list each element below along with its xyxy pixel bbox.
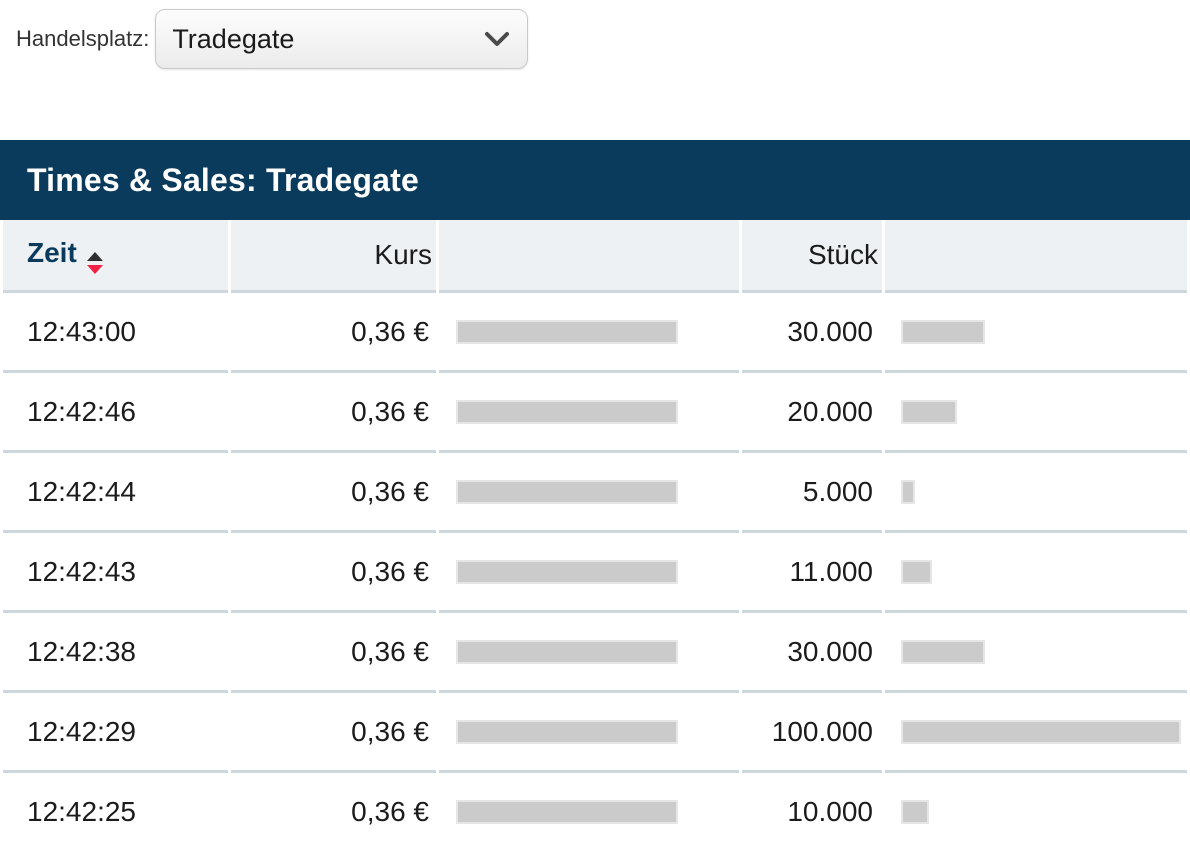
handelsplatz-label: Handelsplatz: xyxy=(16,26,150,51)
cell-stueck: 5.000 xyxy=(742,453,882,533)
kurs-bar xyxy=(456,479,678,504)
table-row: 12:43:00 0,36 € 30.000 xyxy=(3,293,1187,373)
kurs-bar xyxy=(456,639,678,664)
cell-zeit: 12:42:38 xyxy=(3,613,228,693)
cell-stueck-bar xyxy=(885,533,1187,613)
table-header-row: Zeit Kurs Stück xyxy=(3,220,1187,293)
chevron-down-icon xyxy=(484,31,510,47)
cell-kurs: 0,36 € xyxy=(231,453,436,533)
kurs-bar xyxy=(456,719,678,744)
panel-title-bar: Times & Sales: Tradegate xyxy=(0,140,1190,220)
stueck-bar xyxy=(901,559,932,584)
page-title: Times & Sales: Tradegate xyxy=(27,161,419,198)
column-header-zeit[interactable]: Zeit xyxy=(3,220,228,293)
cell-kurs: 0,36 € xyxy=(231,373,436,453)
cell-stueck-bar xyxy=(885,293,1187,373)
market-toolbar: Handelsplatz: Tradegate xyxy=(0,0,1190,70)
cell-stueck-bar xyxy=(885,453,1187,533)
cell-zeit: 12:42:46 xyxy=(3,373,228,453)
sort-desc-icon xyxy=(86,264,103,274)
cell-kurs-bar xyxy=(439,773,739,842)
cell-kurs-bar xyxy=(439,693,739,773)
cell-kurs: 0,36 € xyxy=(231,613,436,693)
cell-kurs: 0,36 € xyxy=(231,533,436,613)
cell-kurs-bar xyxy=(439,533,739,613)
sort-asc-icon xyxy=(86,251,103,261)
table-row: 12:42:44 0,36 € 5.000 xyxy=(3,453,1187,533)
kurs-bar xyxy=(456,559,678,584)
kurs-bar xyxy=(456,319,678,344)
cell-stueck: 30.000 xyxy=(742,293,882,373)
sort-arrows-icon xyxy=(86,251,103,274)
cell-kurs-bar xyxy=(439,373,739,453)
column-header-kurs[interactable]: Kurs xyxy=(231,220,436,293)
stueck-bar xyxy=(901,399,957,424)
cell-stueck: 20.000 xyxy=(742,373,882,453)
kurs-bar xyxy=(456,799,678,824)
cell-kurs: 0,36 € xyxy=(231,693,436,773)
cell-stueck: 11.000 xyxy=(742,533,882,613)
cell-stueck-bar xyxy=(885,613,1187,693)
market-select[interactable]: Tradegate xyxy=(155,9,529,69)
stueck-bar xyxy=(901,479,915,504)
column-header-kurs-bar-spacer xyxy=(439,220,739,293)
cell-zeit: 12:42:29 xyxy=(3,693,228,773)
cell-kurs-bar xyxy=(439,293,739,373)
column-header-stueck-bar-spacer xyxy=(885,220,1187,293)
cell-zeit: 12:42:25 xyxy=(3,773,228,842)
market-select-value: Tradegate xyxy=(172,23,295,54)
cell-zeit: 12:42:44 xyxy=(3,453,228,533)
table-row: 12:42:29 0,36 € 100.000 xyxy=(3,693,1187,773)
column-header-zeit-label: Zeit xyxy=(27,236,77,268)
table-row: 12:42:43 0,36 € 11.000 xyxy=(3,533,1187,613)
stueck-bar xyxy=(901,639,985,664)
stueck-bar xyxy=(901,319,985,344)
table-row: 12:42:25 0,36 € 10.000 xyxy=(3,773,1187,842)
cell-stueck: 30.000 xyxy=(742,613,882,693)
times-sales-table: Zeit Kurs Stück 12:43:00 0,36 € 30.000 1… xyxy=(0,220,1190,842)
cell-stueck-bar xyxy=(885,373,1187,453)
stueck-bar xyxy=(901,799,929,824)
cell-zeit: 12:42:43 xyxy=(3,533,228,613)
column-header-stueck[interactable]: Stück xyxy=(742,220,882,293)
table-row: 12:42:38 0,36 € 30.000 xyxy=(3,613,1187,693)
cell-stueck-bar xyxy=(885,773,1187,842)
cell-stueck: 10.000 xyxy=(742,773,882,842)
cell-stueck-bar xyxy=(885,693,1187,773)
table-row: 12:42:46 0,36 € 20.000 xyxy=(3,373,1187,453)
cell-kurs: 0,36 € xyxy=(231,773,436,842)
cell-stueck: 100.000 xyxy=(742,693,882,773)
kurs-bar xyxy=(456,399,678,424)
cell-kurs-bar xyxy=(439,613,739,693)
cell-zeit: 12:43:00 xyxy=(3,293,228,373)
cell-kurs-bar xyxy=(439,453,739,533)
stueck-bar xyxy=(901,719,1181,744)
cell-kurs: 0,36 € xyxy=(231,293,436,373)
